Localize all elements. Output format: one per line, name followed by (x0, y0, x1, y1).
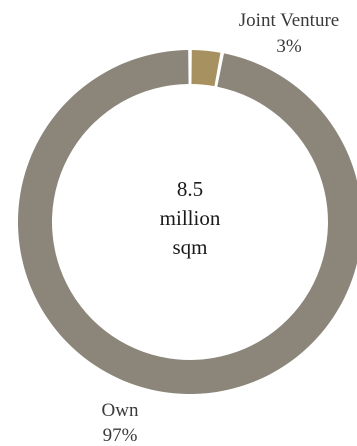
donut-slice-joint-venture (191, 50, 221, 87)
center-value: 8.5 (177, 177, 203, 201)
data-label-joint-venture: 3% (276, 36, 302, 57)
center-unit-line1: million (160, 206, 221, 230)
center-unit-line2: sqm (172, 235, 207, 259)
data-label-own: 97% (103, 425, 138, 446)
legend-label-joint-venture: Joint Venture (239, 10, 339, 31)
donut-slices (18, 50, 357, 394)
legend-label-own: Own (102, 400, 139, 421)
